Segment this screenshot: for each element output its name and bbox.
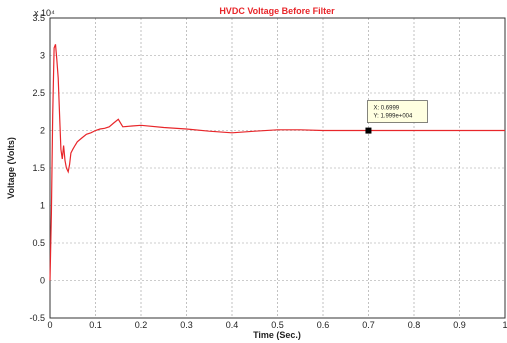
y-exponent-label: x 10⁴ — [34, 8, 55, 18]
datatip-x-label: X: 0.6999 — [373, 106, 399, 112]
y-tick-label: 0 — [40, 276, 45, 286]
y-tick-label: 1.5 — [32, 163, 45, 173]
y-tick-label: -0.5 — [29, 313, 45, 323]
y-axis-label: Voltage (Volts) — [6, 137, 16, 199]
x-tick-label: 0.4 — [226, 320, 239, 330]
x-tick-label: 0 — [47, 320, 52, 330]
x-tick-label: 0.9 — [453, 320, 466, 330]
x-axis-label: Time (Sec.) — [253, 330, 301, 340]
datatip-marker[interactable] — [365, 127, 372, 134]
x-tick-label: 0.2 — [135, 320, 148, 330]
x-tick-label: 0.7 — [362, 320, 375, 330]
y-tick-label: 3 — [40, 51, 45, 61]
datatip-box — [367, 100, 428, 123]
x-tick-label: 1 — [502, 320, 507, 330]
datatip-y-label: Y: 1.999e+004 — [373, 114, 413, 120]
x-tick-label: 0.6 — [317, 320, 330, 330]
series-layer — [49, 44, 505, 281]
y-tick-label: 0.5 — [32, 238, 45, 248]
grid — [50, 18, 505, 318]
x-tick-label: 0.3 — [180, 320, 193, 330]
datatip[interactable]: X: 0.6999 Y: 1.999e+004 — [365, 100, 428, 134]
tick-labels: 0 0.1 0.2 0.3 0.4 0.5 0.6 0.7 0.8 0.9 1-0.500.511.… — [29, 13, 507, 330]
x-tick-label: 0.5 — [271, 320, 284, 330]
chart-title: HVDC Voltage Before Filter — [219, 6, 335, 16]
x-tick-label: 0.8 — [408, 320, 421, 330]
plot-frame — [49, 17, 506, 319]
series-line — [49, 44, 505, 281]
y-tick-label: 2 — [40, 126, 45, 136]
y-tick-label: 2.5 — [32, 88, 45, 98]
x-tick-label: 0.1 — [89, 320, 102, 330]
y-tick-label: 3.5 — [32, 13, 45, 23]
y-tick-label: 1 — [40, 201, 45, 211]
